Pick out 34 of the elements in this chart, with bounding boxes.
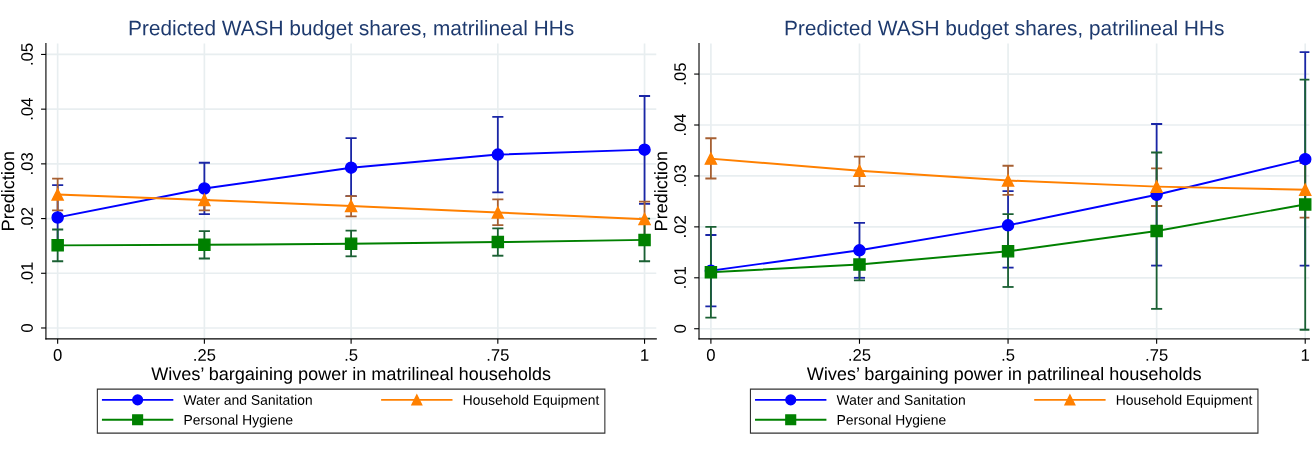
x-tick-label: .75 bbox=[1146, 349, 1168, 361]
x-tick-label: .5 bbox=[1002, 349, 1015, 361]
legend-label: Personal Hygiene bbox=[184, 414, 293, 428]
y-tick-label: .04 bbox=[21, 98, 33, 120]
y-tick-label: .04 bbox=[674, 113, 686, 136]
chart-title: Predicted WASH budget shares, matrilineal HHs bbox=[129, 20, 574, 40]
y-axis-title: Prediction bbox=[1, 152, 15, 230]
legend-label: Household Equipment bbox=[1116, 394, 1253, 408]
x-axis-title: Wives’ bargaining power in patrilineal households bbox=[806, 366, 1201, 384]
x-tick-label: .75 bbox=[487, 349, 509, 361]
y-tick-label: 0 bbox=[21, 324, 33, 332]
legend-label: Household Equipment bbox=[463, 394, 600, 408]
x-tick-label: .25 bbox=[849, 349, 871, 361]
x-tick-label: 1 bbox=[641, 349, 649, 361]
x-tick-label: 0 bbox=[706, 349, 715, 361]
legend-label: Water and Sanitation bbox=[836, 394, 965, 405]
y-tick-label: .01 bbox=[21, 262, 33, 284]
y-tick-label: .05 bbox=[674, 63, 686, 85]
y-tick-label: .05 bbox=[21, 43, 33, 65]
y-tick-label: .01 bbox=[674, 267, 686, 288]
x-tick-label: 1 bbox=[1301, 349, 1310, 361]
y-axis-title: Prediction bbox=[654, 152, 668, 230]
chart-title: Predicted WASH budget shares, patrilineal HHs bbox=[785, 20, 1224, 40]
x-tick-label: .25 bbox=[194, 349, 216, 361]
legend-label: Personal Hygiene bbox=[837, 414, 946, 428]
x-tick-label: 0 bbox=[53, 349, 62, 361]
y-tick-label: 0 bbox=[674, 324, 686, 333]
legend-label: Water and Sanitation bbox=[183, 394, 312, 405]
y-tick-label: .02 bbox=[674, 216, 686, 237]
y-tick-label: .02 bbox=[21, 207, 33, 229]
y-tick-label: .03 bbox=[674, 165, 686, 186]
x-axis-title: Wives’ bargaining power in matrilineal households bbox=[151, 366, 551, 384]
y-tick-label: .03 bbox=[21, 153, 33, 174]
x-tick-label: .5 bbox=[345, 349, 358, 361]
